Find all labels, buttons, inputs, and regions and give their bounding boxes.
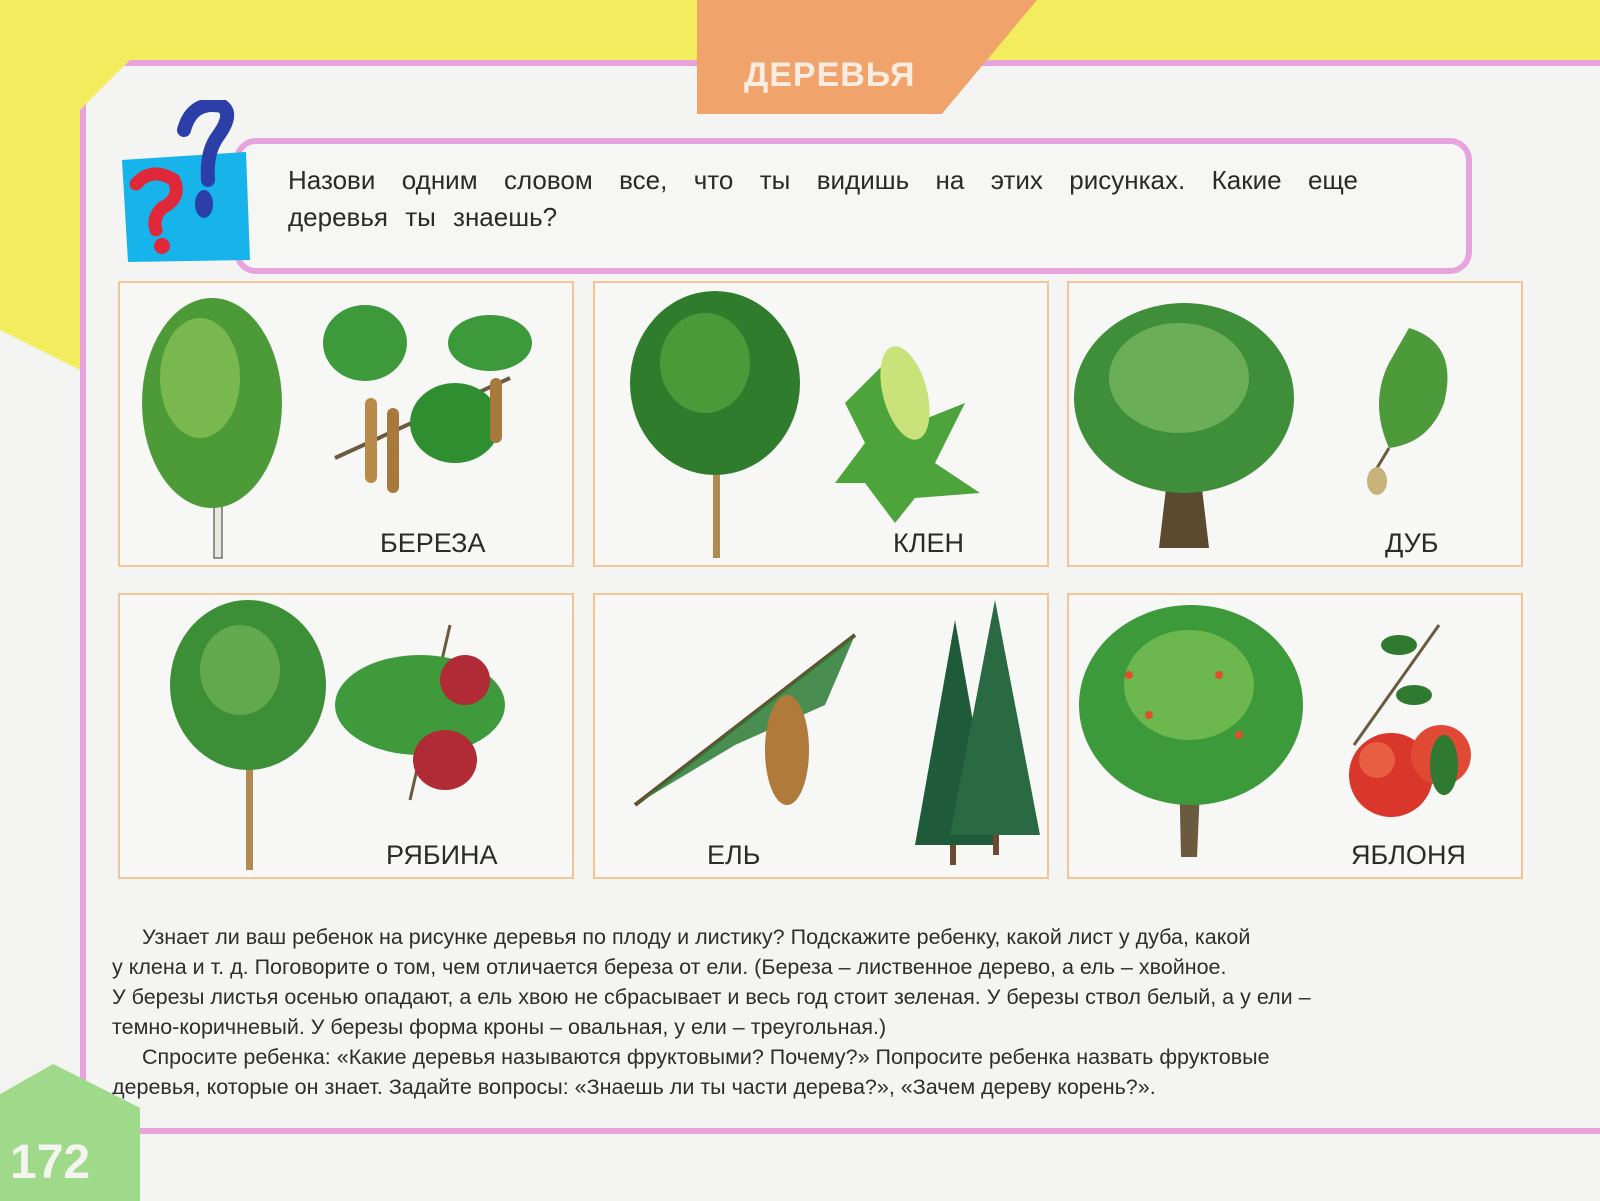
notes-line: деревья, которые он знает. Задайте вопро… <box>112 1075 1156 1099</box>
oak-illustration <box>1074 303 1448 548</box>
rowan-illustration <box>170 600 505 870</box>
notes-line: Узнает ли ваш ребенок на рисунке деревья… <box>142 925 1251 949</box>
card-spruce: ЕЛЬ <box>593 593 1049 879</box>
notes-line: У березы листья осенью опадают, а ель хв… <box>112 985 1311 1009</box>
notes-line: у клена и т. д. Поговорите о том, чем от… <box>112 955 1227 979</box>
birch-illustration <box>142 298 532 559</box>
maple-illustration <box>630 291 980 558</box>
card-label: БЕРЕЗА <box>380 528 486 558</box>
card-label: ДУБ <box>1385 528 1439 558</box>
page-number: 172 <box>10 1136 91 1189</box>
card-label: КЛЕН <box>893 528 964 558</box>
notes-line: темно-коричневый. У березы форма кроны –… <box>112 1015 887 1039</box>
card-label: ЯБЛОНЯ <box>1351 840 1466 870</box>
bottom-divider <box>138 1128 1600 1134</box>
card-birch: БЕРЕЗА <box>118 281 574 567</box>
question-text: Назови одним словом все, что ты видишь н… <box>288 165 1358 232</box>
card-label: ЕЛЬ <box>707 840 761 870</box>
card-label: РЯБИНА <box>386 840 498 870</box>
card-apple: ЯБЛОНЯ <box>1067 593 1523 879</box>
parent-notes: Узнает ли ваш ребенок на рисунке деревья… <box>112 922 1512 1102</box>
apple-illustration <box>1079 605 1471 857</box>
spruce-illustration <box>633 600 1040 865</box>
card-oak: ДУБ <box>1067 281 1523 567</box>
question-box <box>234 138 1472 274</box>
notes-line: Спросите ребенка: «Какие деревья называю… <box>142 1045 1270 1069</box>
card-maple: КЛЕН <box>593 281 1049 567</box>
page-title: ДЕРЕВЬЯ <box>744 56 916 94</box>
card-rowan: РЯБИНА <box>118 593 574 879</box>
question-marks-icon <box>122 100 250 262</box>
